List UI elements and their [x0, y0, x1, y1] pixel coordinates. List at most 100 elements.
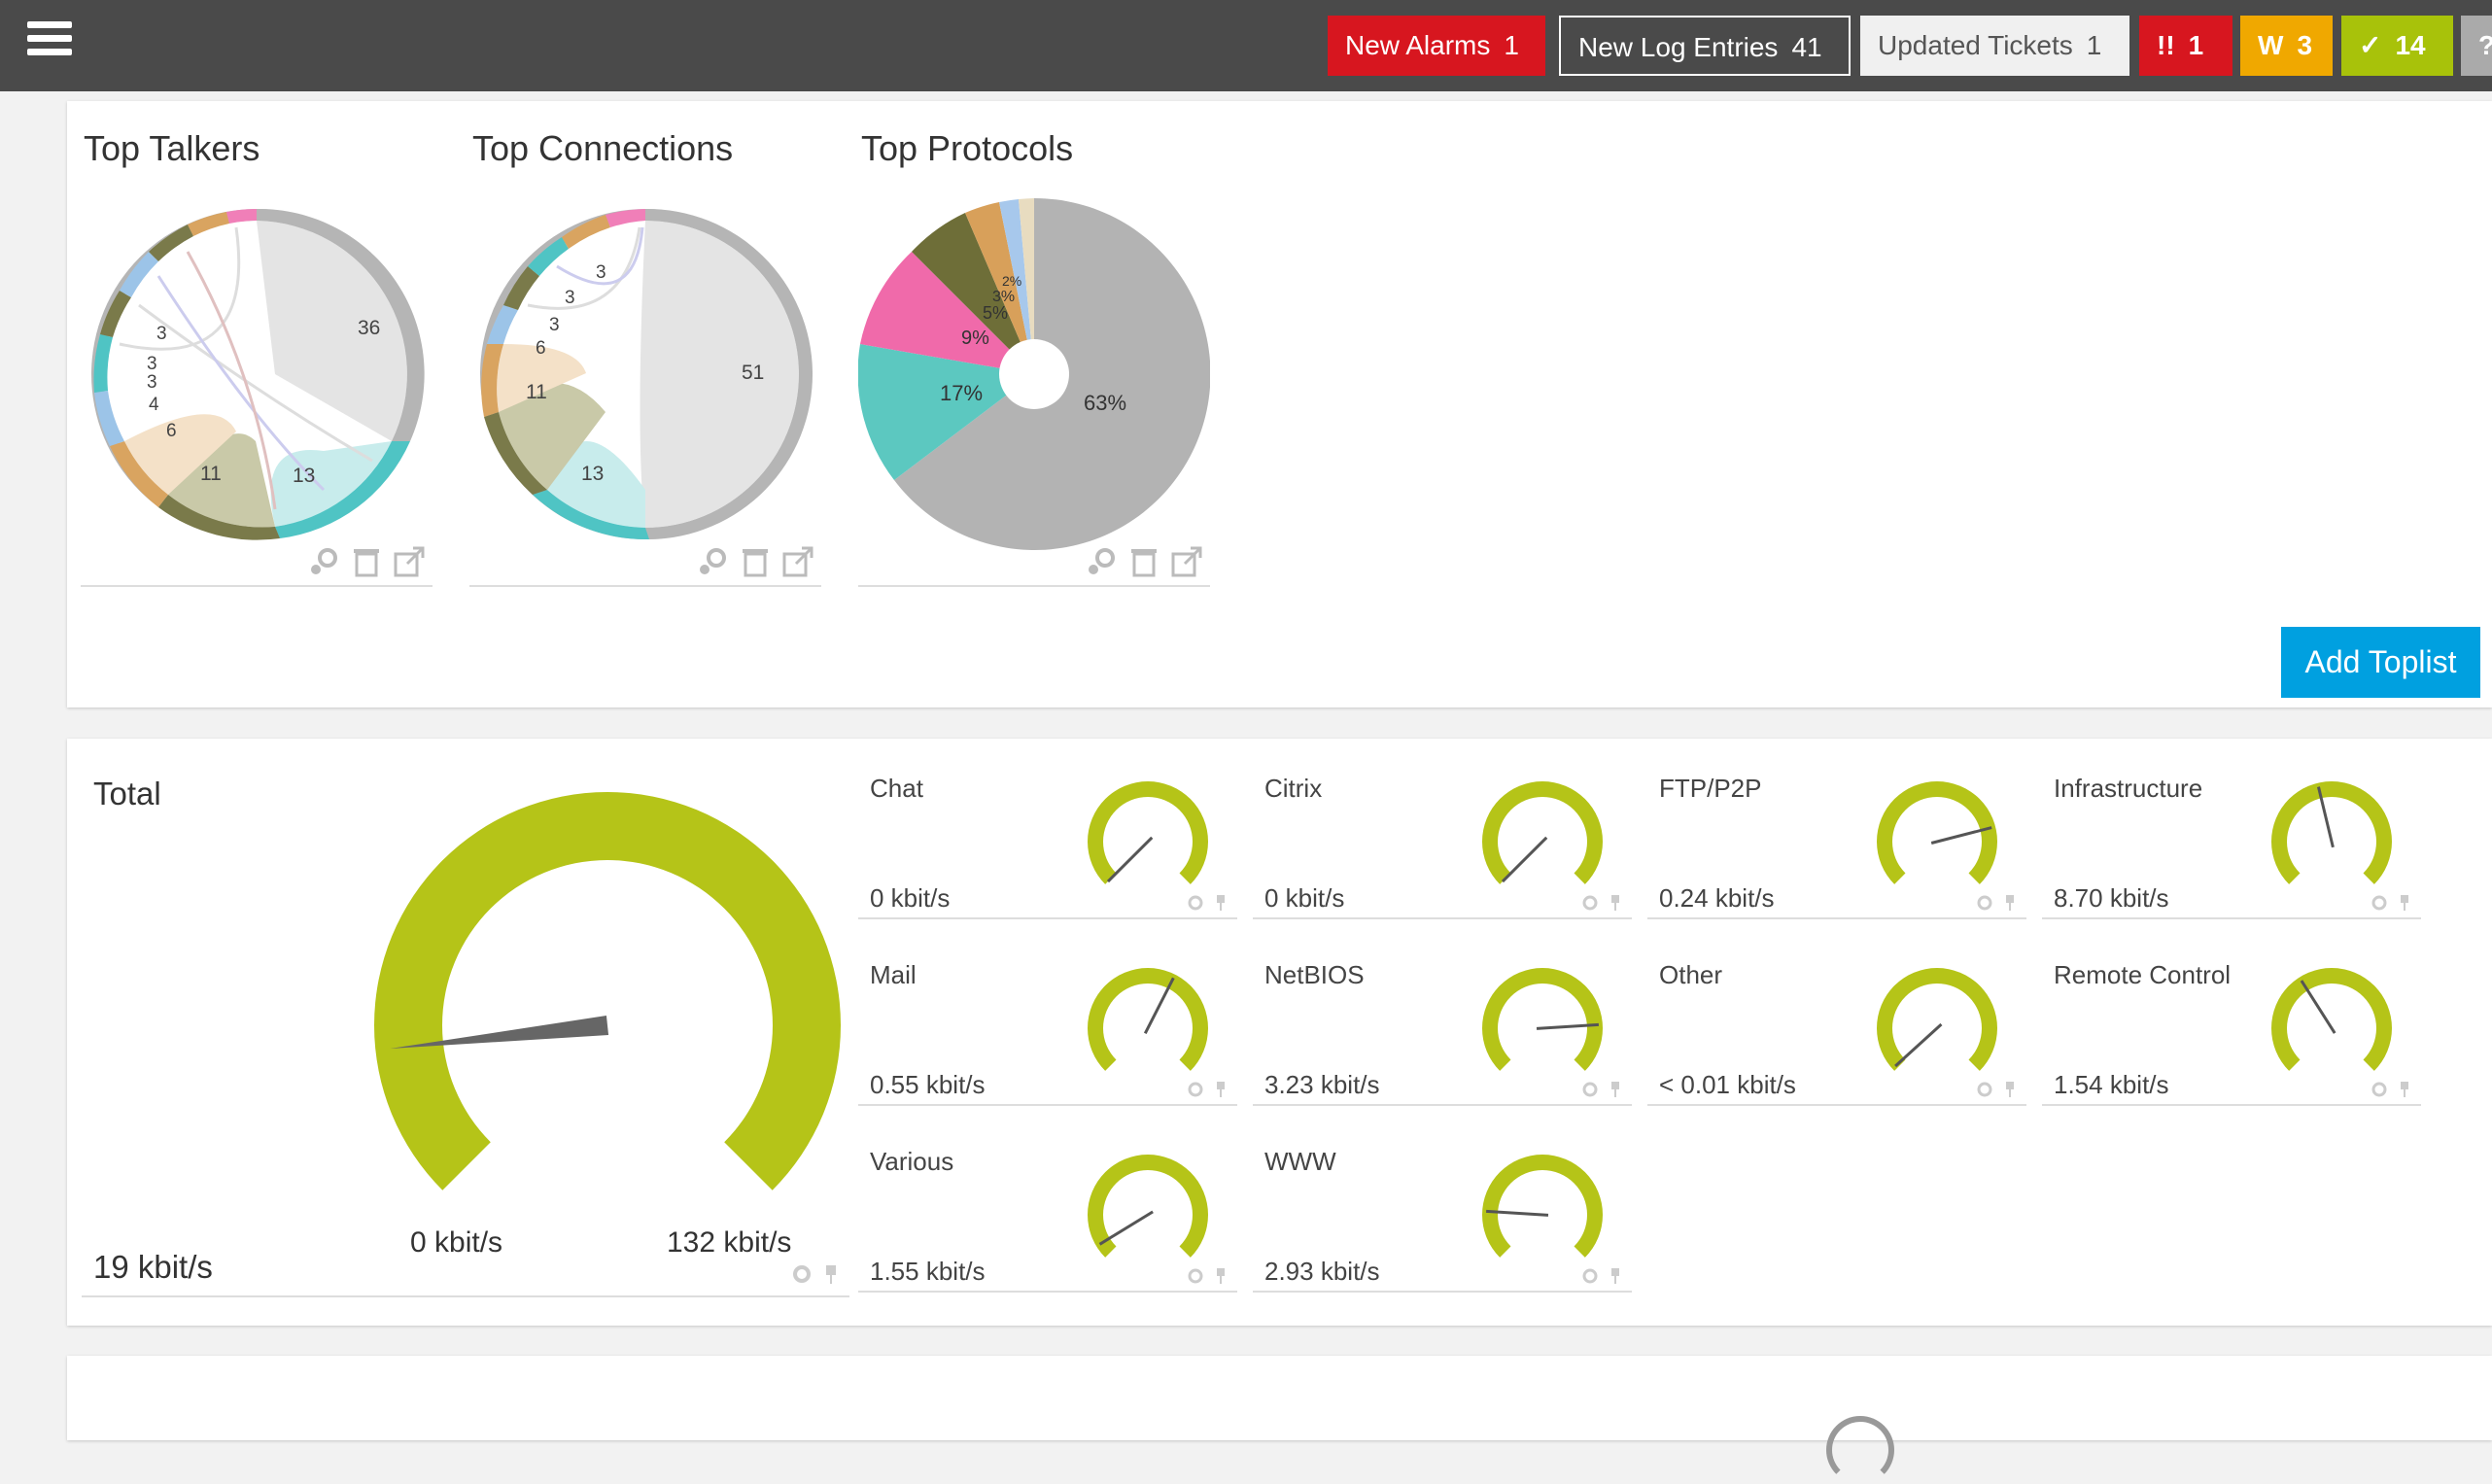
chord-label: 36 — [358, 317, 380, 339]
new-log-entries-badge[interactable]: New Log Entries 41 — [1559, 16, 1851, 76]
updated-tickets-badge[interactable]: Updated Tickets 1 — [1860, 16, 2129, 76]
gauge-needle — [1106, 836, 1154, 883]
new-log-entries-count: 41 — [1791, 32, 1822, 62]
top-protocols-pie-chart[interactable]: 63% 17% 9% 5% 3% 2% — [858, 198, 1210, 550]
chord-arc — [481, 344, 503, 417]
hamburger-menu-icon[interactable] — [27, 21, 72, 68]
delete-icon[interactable] — [1130, 546, 1158, 577]
chord-arc — [528, 237, 569, 276]
channel-name: WWW — [1264, 1147, 1336, 1176]
settings-icon[interactable] — [1086, 546, 1117, 577]
total-gauge[interactable] — [374, 792, 841, 1239]
pin-icon[interactable] — [1609, 1267, 1622, 1285]
gear-icon[interactable] — [1976, 894, 1993, 912]
channel-gauge[interactable]: Chat 0 kbit/s — [858, 739, 1237, 919]
updated-tickets-label: Updated Tickets — [1878, 30, 2073, 60]
delete-icon[interactable] — [353, 546, 380, 577]
help-button[interactable]: ? — [2461, 16, 2492, 76]
gear-icon[interactable] — [1581, 1081, 1599, 1098]
channel-value: 1.54 kbit/s — [2054, 1070, 2169, 1099]
pin-icon[interactable] — [2003, 894, 2017, 912]
ok-sensors-badge[interactable]: ✓ 14 — [2341, 16, 2453, 76]
chord-label: 3 — [147, 372, 157, 393]
gear-icon[interactable] — [2371, 1081, 2388, 1098]
channel-gauge-dial — [1088, 1155, 1208, 1258]
new-log-entries-label: New Log Entries — [1578, 32, 1779, 62]
gear-icon[interactable] — [1581, 1267, 1599, 1285]
top-connections-chord-chart[interactable]: 51 13 11 6 3 3 3 — [469, 198, 821, 550]
chord-ribbon — [270, 441, 392, 527]
channel-name: Citrix — [1264, 774, 1323, 803]
top-bar: New Alarms 1 New Log Entries 41 Updated Ti… — [0, 0, 2492, 91]
chord-label: 13 — [581, 463, 604, 485]
gauge-min-label: 0 kbit/s — [410, 1226, 503, 1259]
channel-gauge-dial — [1482, 968, 1603, 1071]
top-talkers-chord-chart[interactable]: 36 13 11 6 4 3 3 3 — [81, 198, 433, 550]
open-external-icon[interactable] — [782, 546, 813, 577]
chord-arc — [93, 334, 113, 393]
gauge-arc — [2271, 781, 2392, 884]
chord-arc — [533, 490, 649, 540]
gauge-arc — [1088, 1155, 1208, 1258]
gear-icon[interactable] — [1581, 894, 1599, 912]
channel-gauge[interactable]: Other < 0.01 kbit/s — [1647, 925, 2026, 1106]
open-external-icon[interactable] — [1171, 546, 1202, 577]
error-count: 1 — [2188, 30, 2204, 60]
channel-gauge[interactable]: WWW 2.93 kbit/s — [1253, 1112, 1632, 1293]
chord-arc — [562, 215, 610, 249]
toplist-title: Top Protocols — [861, 128, 1074, 168]
pin-icon[interactable] — [822, 1263, 840, 1285]
channel-gauge[interactable]: Citrix 0 kbit/s — [1253, 739, 1632, 919]
gear-icon[interactable] — [791, 1263, 813, 1285]
channel-name: Mail — [870, 960, 917, 989]
gear-icon[interactable] — [1976, 1081, 1993, 1098]
channel-value: 0.24 kbit/s — [1659, 883, 1775, 913]
channel-gauge[interactable]: Various 1.55 kbit/s — [858, 1112, 1237, 1293]
delete-icon[interactable] — [742, 546, 769, 577]
pin-icon[interactable] — [1214, 894, 1228, 912]
toplist-top-connections: Top Connections 51 13 11 6 3 3 3 — [469, 128, 821, 587]
open-external-icon[interactable] — [394, 546, 425, 577]
gear-icon[interactable] — [1187, 1081, 1204, 1098]
channel-gauge[interactable]: Infrastructure 8.70 kbit/s — [2042, 739, 2421, 919]
pin-icon[interactable] — [2398, 1081, 2411, 1098]
chord-line — [138, 303, 373, 463]
add-toplist-button[interactable]: Add Toplist — [2281, 627, 2480, 698]
chord-arc — [94, 391, 124, 446]
new-alarms-count: 1 — [1504, 30, 1519, 60]
gauge-arc — [1482, 1155, 1603, 1258]
chord-label: 3 — [596, 262, 606, 283]
channel-actions — [1187, 894, 1228, 912]
channel-gauge[interactable]: Mail 0.55 kbit/s — [858, 925, 1237, 1106]
pin-icon[interactable] — [2003, 1081, 2017, 1098]
toplist-top-protocols: Top Protocols 63% 17% 9% 5% 3% 2% — [858, 128, 1210, 587]
channel-gauge[interactable]: FTP/P2P 0.24 kbit/s — [1647, 739, 2026, 919]
error-icon: !! — [2157, 30, 2175, 60]
total-title: Total — [93, 776, 161, 811]
pin-icon[interactable] — [1609, 894, 1622, 912]
settings-icon[interactable] — [308, 546, 339, 577]
toplist-actions — [308, 546, 425, 577]
error-sensors-badge[interactable]: !! 1 — [2139, 16, 2232, 76]
chord-arc — [487, 305, 518, 344]
gear-icon[interactable] — [2371, 894, 2388, 912]
settings-icon[interactable] — [697, 546, 728, 577]
chord-arc — [503, 266, 539, 310]
new-alarms-badge[interactable]: New Alarms 1 — [1328, 16, 1545, 76]
gear-icon[interactable] — [1187, 1267, 1204, 1285]
pin-icon[interactable] — [2398, 894, 2411, 912]
total-value: 19 kbit/s — [93, 1249, 213, 1285]
chord-ribbon — [547, 441, 645, 528]
channel-gauge-dial — [1482, 1155, 1603, 1258]
pin-icon[interactable] — [1609, 1081, 1622, 1098]
gauge-arc — [1877, 968, 1997, 1071]
gear-icon[interactable] — [1187, 894, 1204, 912]
channel-gauge[interactable]: Remote Control 1.54 kbit/s — [2042, 925, 2421, 1106]
pin-icon[interactable] — [1214, 1267, 1228, 1285]
channel-gauge[interactable]: NetBIOS 3.23 kbit/s — [1253, 925, 1632, 1106]
channel-value: < 0.01 kbit/s — [1659, 1070, 1796, 1099]
pin-icon[interactable] — [1214, 1081, 1228, 1098]
channel-value: 1.55 kbit/s — [870, 1257, 986, 1286]
chord-label: 3 — [156, 324, 167, 344]
